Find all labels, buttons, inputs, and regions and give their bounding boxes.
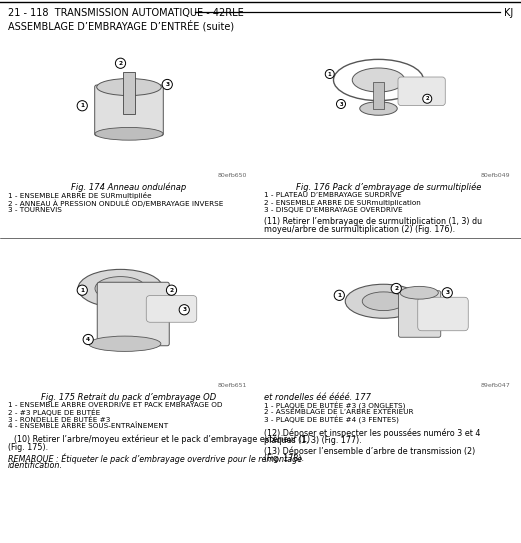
Text: 2: 2 (169, 288, 173, 293)
Text: 1 - ENSEMBLE ARBRE OVERDRIVE ET PACK EMBRAYAGE OD: 1 - ENSEMBLE ARBRE OVERDRIVE ET PACK EMB… (8, 402, 222, 408)
Circle shape (162, 79, 172, 90)
FancyBboxPatch shape (97, 282, 169, 346)
Text: 3 - PLAQUE DE BUTÉE #4 (3 FENTES): 3 - PLAQUE DE BUTÉE #4 (3 FENTES) (264, 416, 399, 424)
Text: 80efb049: 80efb049 (480, 173, 510, 178)
Circle shape (334, 290, 344, 300)
Text: 3 - TOURNEVIS: 3 - TOURNEVIS (8, 207, 62, 213)
Text: 3: 3 (339, 102, 343, 106)
FancyBboxPatch shape (123, 72, 135, 114)
Text: 1: 1 (80, 103, 84, 108)
Text: 89efb047: 89efb047 (480, 383, 510, 388)
Circle shape (391, 283, 401, 294)
Ellipse shape (89, 336, 161, 351)
Circle shape (83, 334, 93, 345)
FancyBboxPatch shape (95, 85, 163, 136)
Text: (Fig. 175).: (Fig. 175). (8, 443, 48, 452)
Ellipse shape (97, 79, 162, 96)
Text: 2: 2 (394, 286, 399, 291)
Text: Fig. 174 Anneau ondulénap: Fig. 174 Anneau ondulénap (71, 183, 187, 193)
Ellipse shape (362, 292, 405, 311)
FancyBboxPatch shape (398, 77, 445, 105)
Text: 1: 1 (80, 288, 84, 293)
Text: 2 - #3 PLAQUE DE BUTÉE: 2 - #3 PLAQUE DE BUTÉE (8, 409, 100, 416)
Text: 2: 2 (426, 96, 429, 101)
Circle shape (337, 99, 345, 109)
Text: Fig. 176 Pack d’embrayage de surmultipliée: Fig. 176 Pack d’embrayage de surmultipli… (296, 183, 481, 193)
Text: (13) Déposer l’ensemble d’arbre de transmission (2): (13) Déposer l’ensemble d’arbre de trans… (264, 446, 475, 456)
Ellipse shape (95, 276, 146, 300)
Text: KJ: KJ (504, 8, 513, 18)
Text: 2 - ASSEMBLAGE DE L’ARBRE EXTÉRIEUR: 2 - ASSEMBLAGE DE L’ARBRE EXTÉRIEUR (264, 409, 414, 415)
Text: (11) Retirer l’embrayage de surmultiplication (1, 3) du: (11) Retirer l’embrayage de surmultiplic… (264, 218, 482, 226)
Ellipse shape (400, 286, 438, 299)
Text: 4 - ENSEMBLE ARBRE SOUS-ENTRAÎNEMENT: 4 - ENSEMBLE ARBRE SOUS-ENTRAÎNEMENT (8, 423, 168, 430)
Circle shape (179, 305, 189, 315)
Text: 80efb650: 80efb650 (218, 173, 247, 178)
Circle shape (325, 70, 334, 79)
Ellipse shape (78, 269, 163, 308)
Text: 1 - PLAQUE DE BUTÉE #3 (3 ONGLETS): 1 - PLAQUE DE BUTÉE #3 (3 ONGLETS) (264, 402, 405, 410)
Circle shape (77, 100, 88, 111)
Text: 2 - ENSEMBLE ARBRE DE SURmultiplication: 2 - ENSEMBLE ARBRE DE SURmultiplication (264, 199, 421, 205)
Ellipse shape (95, 128, 163, 140)
Text: 3 - DISQUE D’EMBRAYAGE OVERDRIVE: 3 - DISQUE D’EMBRAYAGE OVERDRIVE (264, 207, 403, 213)
Circle shape (115, 58, 126, 68)
Text: identification.: identification. (8, 461, 63, 470)
Circle shape (166, 285, 177, 295)
Text: plaques (1, 3) (Fig. 177).: plaques (1, 3) (Fig. 177). (264, 436, 362, 445)
Text: 1: 1 (337, 293, 341, 298)
Bar (8, 30, 250, 180)
Text: 2 - ANNEAU À PRESSION ONDULÉ OD/EMBRAYAGE INVERSE: 2 - ANNEAU À PRESSION ONDULÉ OD/EMBRAYAG… (8, 199, 224, 207)
Text: moyeu/arbre de surmultiplication (2) (Fig. 176).: moyeu/arbre de surmultiplication (2) (Fi… (264, 225, 455, 235)
Bar (8, 248, 250, 390)
FancyBboxPatch shape (146, 295, 197, 322)
FancyBboxPatch shape (373, 82, 384, 109)
Text: Fig. 175 Retrait du pack d’embrayage OD: Fig. 175 Retrait du pack d’embrayage OD (41, 393, 217, 402)
Text: 1 - ENSEMBLE ARBRE DE SURmultipliée: 1 - ENSEMBLE ARBRE DE SURmultipliée (8, 192, 152, 199)
Bar (264, 248, 513, 390)
FancyBboxPatch shape (418, 297, 468, 331)
Text: (10) Retirer l’arbre/moyeu extérieur et le pack d’embrayage extérieur (1).: (10) Retirer l’arbre/moyeu extérieur et … (14, 435, 313, 445)
Ellipse shape (352, 68, 405, 92)
Text: 4: 4 (86, 337, 90, 342)
Text: 3 - RONDELLE DE BUTÉE #3: 3 - RONDELLE DE BUTÉE #3 (8, 416, 110, 422)
Ellipse shape (345, 284, 422, 318)
Text: 1: 1 (328, 72, 332, 77)
Text: 3: 3 (182, 307, 187, 312)
Text: (Fig. 178).: (Fig. 178). (264, 454, 304, 463)
FancyBboxPatch shape (399, 291, 441, 337)
Text: 21 - 118  TRANSMISSION AUTOMATIQUE - 42RLE: 21 - 118 TRANSMISSION AUTOMATIQUE - 42RL… (8, 8, 244, 18)
Text: REMARQUE : Étiqueter le pack d’embrayage overdrive pour le remontage: REMARQUE : Étiqueter le pack d’embrayage… (8, 453, 302, 464)
Text: et rondelles éé éééé. 177: et rondelles éé éééé. 177 (264, 393, 371, 402)
Text: 80efb651: 80efb651 (218, 383, 247, 388)
Text: ASSEMBLAGE D’EMBRAYAGE D’ENTRÉE (suite): ASSEMBLAGE D’EMBRAYAGE D’ENTRÉE (suite) (8, 20, 234, 31)
Circle shape (77, 285, 88, 295)
Text: 2: 2 (118, 61, 122, 66)
Bar (264, 15, 513, 180)
Text: 3: 3 (165, 82, 169, 87)
Ellipse shape (359, 102, 397, 115)
Text: 3: 3 (445, 291, 449, 295)
Circle shape (442, 288, 452, 298)
Text: 1 - PLATEAU D’EMBRAYAGE SURDRIVE: 1 - PLATEAU D’EMBRAYAGE SURDRIVE (264, 192, 402, 198)
Circle shape (423, 94, 432, 103)
Text: (12) Déposer et inspecter les poussées numéro 3 et 4: (12) Déposer et inspecter les poussées n… (264, 428, 480, 438)
